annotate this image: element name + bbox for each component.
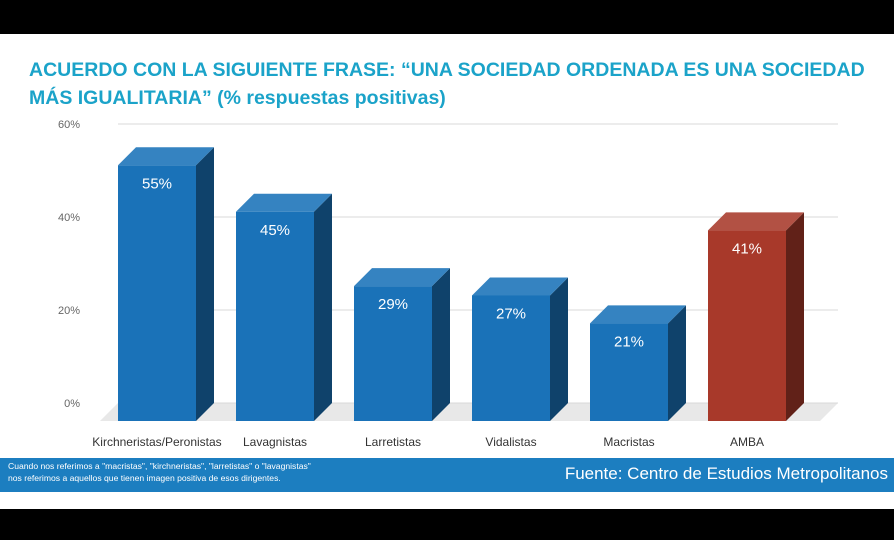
bar-top xyxy=(354,268,450,287)
slide: ACUERDO CON LA SIGUIENTE FRASE: “UNA SOC… xyxy=(0,34,894,509)
bar-side xyxy=(432,268,450,421)
bar xyxy=(354,286,432,421)
bar-top xyxy=(118,147,214,166)
bar-top xyxy=(590,305,686,324)
bar-top xyxy=(236,193,332,212)
bar-side xyxy=(196,147,214,421)
y-tick-label: 20% xyxy=(58,305,80,317)
x-tick-label: Vidalistas xyxy=(485,435,536,449)
bar xyxy=(472,295,550,421)
x-tick-label: Macristas xyxy=(603,435,654,449)
y-tick-label: 0% xyxy=(64,398,80,410)
data-label: 21% xyxy=(614,333,644,350)
bar-side xyxy=(550,277,568,421)
footnote: Cuando nos referimos a "macristas", "kir… xyxy=(8,461,428,484)
chart-title-line-1: ACUERDO CON LA SIGUIENTE FRASE: “UNA SOC… xyxy=(29,59,865,81)
y-tick-label: 40% xyxy=(58,212,80,224)
data-label: 41% xyxy=(732,240,762,257)
y-tick-label: 60% xyxy=(58,119,80,131)
chart-title: ACUERDO CON LA SIGUIENTE FRASE: “UNA SOC… xyxy=(29,56,879,112)
data-label: 29% xyxy=(378,296,408,313)
data-label: 45% xyxy=(260,222,290,239)
bar-side xyxy=(314,193,332,421)
footnote-line-2: nos referimos a aquellos que tienen imag… xyxy=(8,472,281,483)
bar xyxy=(590,323,668,421)
bar xyxy=(708,230,786,421)
chart-title-line-2: MÁS IGUALITARIA” (% respuestas positivas… xyxy=(29,87,446,109)
footer-band: Cuando nos referimos a "macristas", "kir… xyxy=(0,458,894,492)
x-tick-label: Lavagnistas xyxy=(243,435,307,449)
x-tick-label: AMBA xyxy=(730,435,764,449)
x-tick-label: Larretistas xyxy=(365,435,421,449)
bar-side xyxy=(668,305,686,421)
data-label: 55% xyxy=(142,175,172,192)
bar xyxy=(118,165,196,421)
bar-side xyxy=(786,212,804,421)
bar xyxy=(236,211,314,421)
source-label: Fuente: Centro de Estudios Metropolitano… xyxy=(564,464,888,483)
bar-chart: 0% 20% 40% 60% 55% Kirchneristas/Peronistas 45… xyxy=(58,119,838,449)
bar-top xyxy=(472,277,568,296)
footnote-line-1: Cuando nos referimos a "macristas", "kir… xyxy=(8,461,311,471)
data-label: 27% xyxy=(496,305,526,322)
bar-top xyxy=(708,212,804,231)
x-tick-label: Kirchneristas/Peronistas xyxy=(92,435,221,449)
